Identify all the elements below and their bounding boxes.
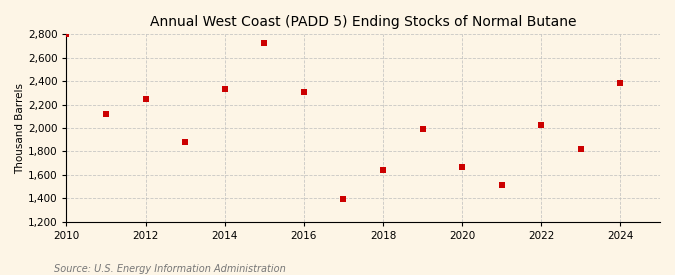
- Point: [377, 167, 388, 172]
- Point: [298, 90, 309, 95]
- Y-axis label: Thousand Barrels: Thousand Barrels: [15, 82, 25, 174]
- Title: Annual West Coast (PADD 5) Ending Stocks of Normal Butane: Annual West Coast (PADD 5) Ending Stocks…: [150, 15, 576, 29]
- Point: [219, 87, 230, 92]
- Point: [259, 40, 270, 45]
- Point: [61, 32, 72, 37]
- Point: [101, 112, 111, 116]
- Point: [576, 147, 587, 151]
- Point: [417, 127, 428, 131]
- Point: [457, 164, 468, 169]
- Point: [536, 122, 547, 127]
- Point: [140, 97, 151, 101]
- Point: [338, 197, 349, 201]
- Point: [496, 183, 507, 187]
- Point: [180, 140, 190, 144]
- Point: [615, 81, 626, 85]
- Text: Source: U.S. Energy Information Administration: Source: U.S. Energy Information Administ…: [54, 264, 286, 274]
